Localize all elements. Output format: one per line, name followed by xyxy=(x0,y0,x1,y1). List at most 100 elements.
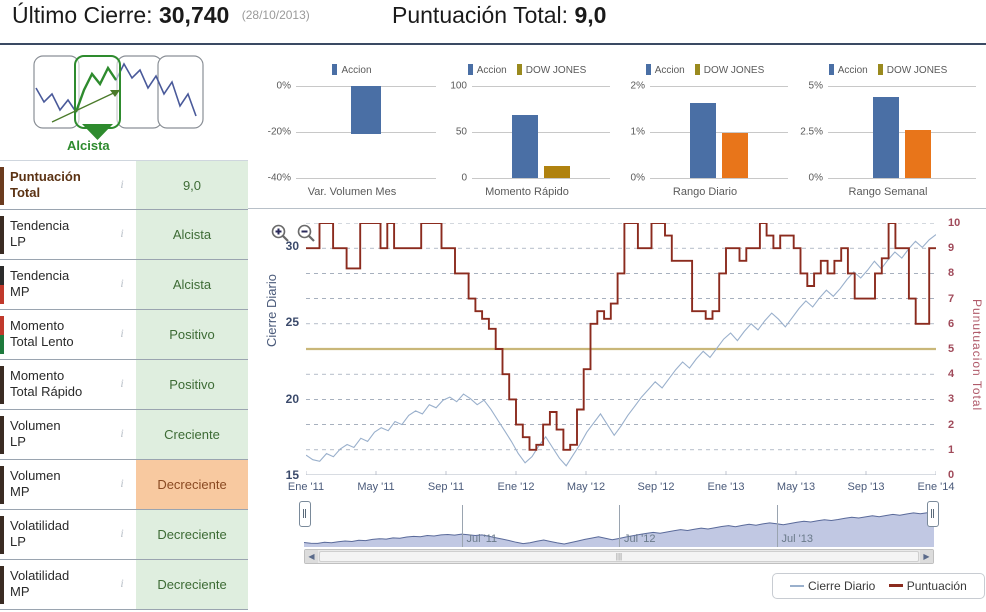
x-tick: May '11 xyxy=(357,481,395,493)
y-tick-right: 4 xyxy=(948,368,955,381)
mini-legend: Accion DOW JONES xyxy=(794,64,982,76)
indicator-label: Momento Total Rápido xyxy=(10,368,83,399)
info-icon[interactable]: i xyxy=(120,526,124,540)
total-score-block: Puntuación Total: 9,0 xyxy=(392,2,606,29)
y-tick-right: 8 xyxy=(948,267,955,280)
mini-legend-label: Accion xyxy=(341,65,372,76)
total-score-value: 9,0 xyxy=(574,2,607,28)
mini-y-tick: 100 xyxy=(450,80,467,92)
indicator-row[interactable]: Momento Total Lento i Positivo xyxy=(0,310,248,360)
info-icon[interactable]: i xyxy=(120,476,124,490)
indicator-row[interactable]: Tendencia MP i Alcista xyxy=(0,260,248,310)
info-icon[interactable]: i xyxy=(120,426,124,440)
info-icon[interactable]: i xyxy=(120,326,124,340)
indicator-label: Momento Total Lento xyxy=(10,318,74,349)
mini-bar xyxy=(905,130,931,178)
navigator-x-label: Jul '11 xyxy=(466,533,498,545)
mini-gridline: 1% xyxy=(631,127,788,138)
row-accent-bar xyxy=(0,266,4,304)
mini-legend-swatch xyxy=(694,64,700,75)
indicator-label: Puntuación Total xyxy=(10,169,81,200)
indicator-value: Alcista xyxy=(136,260,248,309)
indicator-row[interactable]: Volatilidad LP i Decreciente xyxy=(0,510,248,560)
last-close-label: Último Cierre: xyxy=(12,2,153,28)
indicator-row[interactable]: Volumen MP i Decreciente xyxy=(0,460,248,510)
y-tick-right: 10 xyxy=(948,217,961,229)
legend-item-puntuacion[interactable]: Puntuación xyxy=(888,579,967,593)
mini-bar xyxy=(351,86,381,135)
mini-gridline: 50 xyxy=(456,127,610,138)
mini-bar xyxy=(722,133,748,178)
mini-x-label: Momento Rápido xyxy=(485,186,569,198)
mini-legend-label: Accion xyxy=(837,65,868,76)
row-accent-bar xyxy=(0,566,4,604)
mini-gridline: -40% xyxy=(268,173,436,184)
mini-legend-swatch xyxy=(467,64,473,75)
mini-legend-swatch xyxy=(828,64,834,75)
navigator-gridline xyxy=(619,505,620,547)
mini-legend-label: Accion xyxy=(654,65,685,76)
row-accent-bar xyxy=(0,216,4,254)
info-icon[interactable]: i xyxy=(120,376,124,390)
indicator-row[interactable]: Volatilidad MP i Decreciente xyxy=(0,560,248,610)
y-tick-right: 7 xyxy=(948,292,955,305)
mini-legend-item: Accion xyxy=(467,64,507,76)
main-chart-plot[interactable]: 30 25 20 15 10 9 8 7 6 5 4 3 2 1 0 Ene '11 May '11 Sep '1… xyxy=(286,217,961,493)
mini-legend-label: DOW JONES xyxy=(525,65,587,76)
row-accent-bar xyxy=(0,316,4,354)
indicator-row[interactable]: Momento Total Rápido i Positivo xyxy=(0,360,248,410)
indicator-value: 9,0 xyxy=(136,161,248,209)
navigator-gridline xyxy=(776,505,778,547)
mini-legend-swatch xyxy=(332,64,338,75)
indicator-row[interactable]: Puntuación Total i 9,0 xyxy=(0,160,248,210)
mini-bar xyxy=(512,115,538,178)
zoom-out-icon[interactable] xyxy=(296,223,316,243)
mini-legend-swatch xyxy=(645,64,651,75)
indicator-label: Volatilidad MP xyxy=(10,568,70,599)
x-tick: Ene '14 xyxy=(917,481,955,493)
mini-legend-item: DOW JONES xyxy=(516,64,587,76)
x-tick: Sep '13 xyxy=(847,481,885,493)
mini-legend: Accion xyxy=(262,64,442,76)
scroll-left-arrow[interactable]: ◀ xyxy=(305,550,318,563)
mini-legend-item: DOW JONES xyxy=(694,64,764,76)
y-tick-right: 5 xyxy=(948,343,955,355)
y-tick-right: 6 xyxy=(948,317,955,330)
x-tick: May '13 xyxy=(776,481,816,493)
mini-gridline: 0% xyxy=(809,173,976,184)
x-tick: May '12 xyxy=(566,481,606,493)
info-icon[interactable]: i xyxy=(120,276,124,290)
indicator-label: Tendencia MP xyxy=(10,268,70,299)
x-tick: Sep '12 xyxy=(637,481,675,493)
chart-navigator[interactable]: Jul '11 Jul '12 Jul '13 xyxy=(299,501,939,547)
y-tick-right: 3 xyxy=(948,393,955,406)
mini-y-tick: 1% xyxy=(630,126,645,138)
row-accent-bar xyxy=(0,516,4,554)
indicator-row[interactable]: Tendencia LP i Alcista xyxy=(0,210,248,260)
indicator-label: Volumen MP xyxy=(10,468,61,499)
info-icon[interactable]: i xyxy=(120,576,124,590)
scroll-thumb[interactable]: ||| xyxy=(319,551,919,562)
y-tick-left: 20 xyxy=(285,391,299,406)
indicator-row[interactable]: Volumen LP i Creciente xyxy=(0,410,248,460)
legend-swatch-cierre-diario xyxy=(790,585,804,587)
scroll-right-arrow[interactable]: ▶ xyxy=(920,550,933,563)
total-score-label: Puntuación Total: xyxy=(392,2,569,28)
mini-y-tick: 0% xyxy=(630,172,645,184)
mini-legend-swatch xyxy=(516,64,522,75)
info-icon[interactable]: i xyxy=(120,226,124,240)
legend-item-cierre-diario[interactable]: Cierre Diario xyxy=(790,579,875,593)
navigator-x-label: Jul '13 xyxy=(781,533,813,545)
legend-label-cierre-diario: Cierre Diario xyxy=(808,579,876,593)
zoom-in-icon[interactable] xyxy=(270,223,290,243)
chart-scrollbar[interactable]: ◀ ||| ▶ xyxy=(304,549,934,564)
info-icon[interactable]: i xyxy=(120,177,124,191)
mini-plot: 2% 1% 0% xyxy=(631,81,788,184)
y-tick-right: 2 xyxy=(948,418,955,431)
x-tick: Sep '11 xyxy=(427,481,465,493)
mini-plot: 0% -20% -40% xyxy=(268,81,436,184)
navigator-handle-right[interactable] xyxy=(927,501,939,527)
mini-y-tick: -40% xyxy=(267,172,291,184)
navigator-handle-left[interactable] xyxy=(299,501,311,527)
main-chart-legend: Cierre Diario Puntuación xyxy=(772,573,985,599)
